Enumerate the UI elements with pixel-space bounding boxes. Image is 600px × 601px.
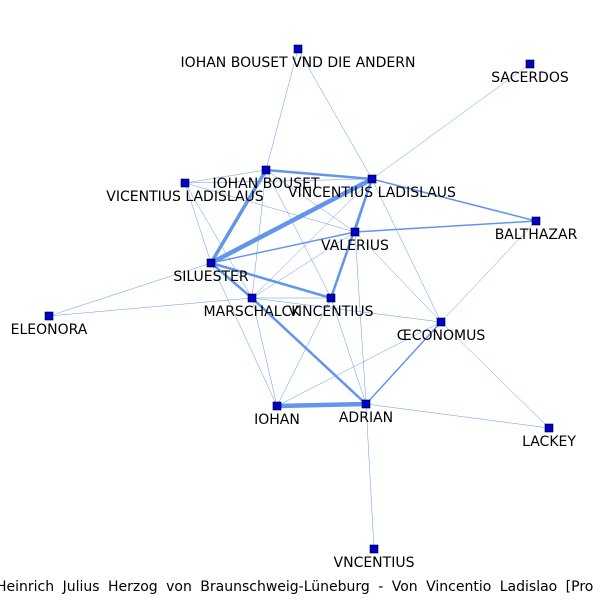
edge-iohan_bouset-vincentius (265, 169, 332, 299)
node-vicentius_ladislaus[interactable] (180, 178, 190, 188)
node-label-lackey: LACKEY (522, 434, 576, 450)
node-label-vicentius_ladislaus: VICENTIUS LADISLAUS (106, 189, 264, 205)
edge-iohan_bouset-siluester (209, 168, 268, 265)
edge-vincentius_ladislaus-siluester (208, 176, 375, 266)
edge-vincentius_ladislaus-vincentius (329, 177, 374, 300)
edge-layer (48, 48, 550, 550)
edge-iohan-adrian (274, 401, 369, 409)
edge-iohan_bouset-valerius (265, 169, 356, 233)
edge-valerius-oeconomus (354, 231, 442, 323)
edge-siluester-eleonora (48, 262, 212, 317)
edge-valerius-adrian (354, 231, 367, 405)
node-marschalck[interactable] (247, 293, 257, 303)
node-valerius[interactable] (350, 227, 360, 237)
node-label-eleonora: ELEONORA (11, 322, 88, 338)
node-label-siluester: SILUESTER (173, 269, 248, 285)
edge-valerius-marschalck (251, 231, 356, 299)
node-lackey[interactable] (544, 423, 554, 433)
node-label-vncentius: VNCENTIUS (334, 555, 415, 571)
edge-oeconomus-lackey (440, 321, 550, 429)
edge-vicentius_ladislaus-marschalck (184, 182, 253, 299)
edge-adrian-lackey (365, 403, 550, 429)
node-label-adrian: ADRIAN (339, 410, 393, 426)
edge-vincentius_ladislaus-marschalck (251, 178, 373, 299)
node-label-vincentius: VINCENTIUS (288, 304, 373, 320)
node-label-iohan: IOHAN (254, 412, 300, 428)
node-iohan[interactable] (272, 401, 282, 411)
node-siluester[interactable] (206, 258, 216, 268)
edge-vincentius_ladislaus-balthazar (371, 178, 537, 222)
edge-siluester-iohan (210, 262, 278, 407)
node-label-sacerdos: SACERDOS (491, 70, 569, 86)
edge-balthazar-valerius (354, 220, 537, 233)
node-label-balthazar: BALTHAZAR (495, 227, 578, 243)
edge-valerius-siluester (210, 231, 356, 264)
node-sacerdos[interactable] (525, 59, 535, 69)
edge-sacerdos-vincentius_ladislaus (371, 63, 531, 180)
edge-vincentius_ladislaus-oeconomus (371, 178, 442, 323)
graph-caption: Heinrich Julius Herzog von Braunschweig-… (0, 579, 600, 601)
edge-vincentius-adrian (330, 297, 367, 405)
node-label-oeconomus: ŒCONOMUS (397, 328, 486, 344)
edge-marschalck-adrian (250, 296, 368, 406)
node-layer (44, 44, 554, 554)
node-iohan_bouset_und[interactable] (293, 44, 303, 54)
edge-vincentius-iohan (276, 297, 332, 407)
node-label-iohan_bouset: IOHAN BOUSET (212, 176, 320, 192)
node-vincentius_ladislaus[interactable] (367, 174, 377, 184)
edge-oeconomus-iohan (276, 321, 442, 407)
caption-text: Heinrich Julius Herzog von Braunschweig-… (0, 579, 594, 595)
node-label-iohan_bouset_und: IOHAN BOUSET VND DIE ANDERN (181, 55, 416, 71)
edge-iohan_bouset-vincentius_ladislaus (264, 168, 374, 181)
node-balthazar[interactable] (531, 216, 541, 226)
node-label-valerius: VALERIUS (321, 238, 389, 254)
edge-iohan_bouset_und-vincentius_ladislaus (297, 48, 373, 180)
edge-eleonora-marschalck (48, 297, 253, 317)
edge-iohan_bouset_und-iohan_bouset (265, 48, 299, 171)
edge-adrian-vncentius (365, 403, 375, 550)
edge-oeconomus-adrian (365, 321, 442, 405)
edge-vicentius_ladislaus-vincentius_ladislaus (184, 178, 373, 184)
edge-siluester-marschalck (209, 261, 254, 300)
node-label-vincentius_ladislaus: VINCENTIUS LADISLAUS (288, 185, 456, 201)
edge-marschalck-iohan (251, 297, 278, 407)
label-layer: IOHAN BOUSET VND DIE ANDERN SACERDOS IOHAN… (11, 55, 578, 571)
edge-siluester-vincentius (209, 261, 333, 300)
node-oeconomus[interactable] (436, 317, 446, 327)
node-vncentius[interactable] (369, 544, 379, 554)
edge-iohan_bouset-vicentius_ladislaus (184, 169, 267, 184)
node-adrian[interactable] (361, 399, 371, 409)
edge-marschalck-oeconomus (251, 297, 442, 323)
edge-balthazar-oeconomus (440, 220, 537, 323)
node-label-marschalck: MARSCHALCK (204, 304, 302, 320)
node-eleonora[interactable] (44, 311, 54, 321)
node-iohan_bouset[interactable] (261, 165, 271, 175)
node-vincentius[interactable] (326, 293, 336, 303)
edge-vicentius_ladislaus-siluester (184, 182, 212, 264)
